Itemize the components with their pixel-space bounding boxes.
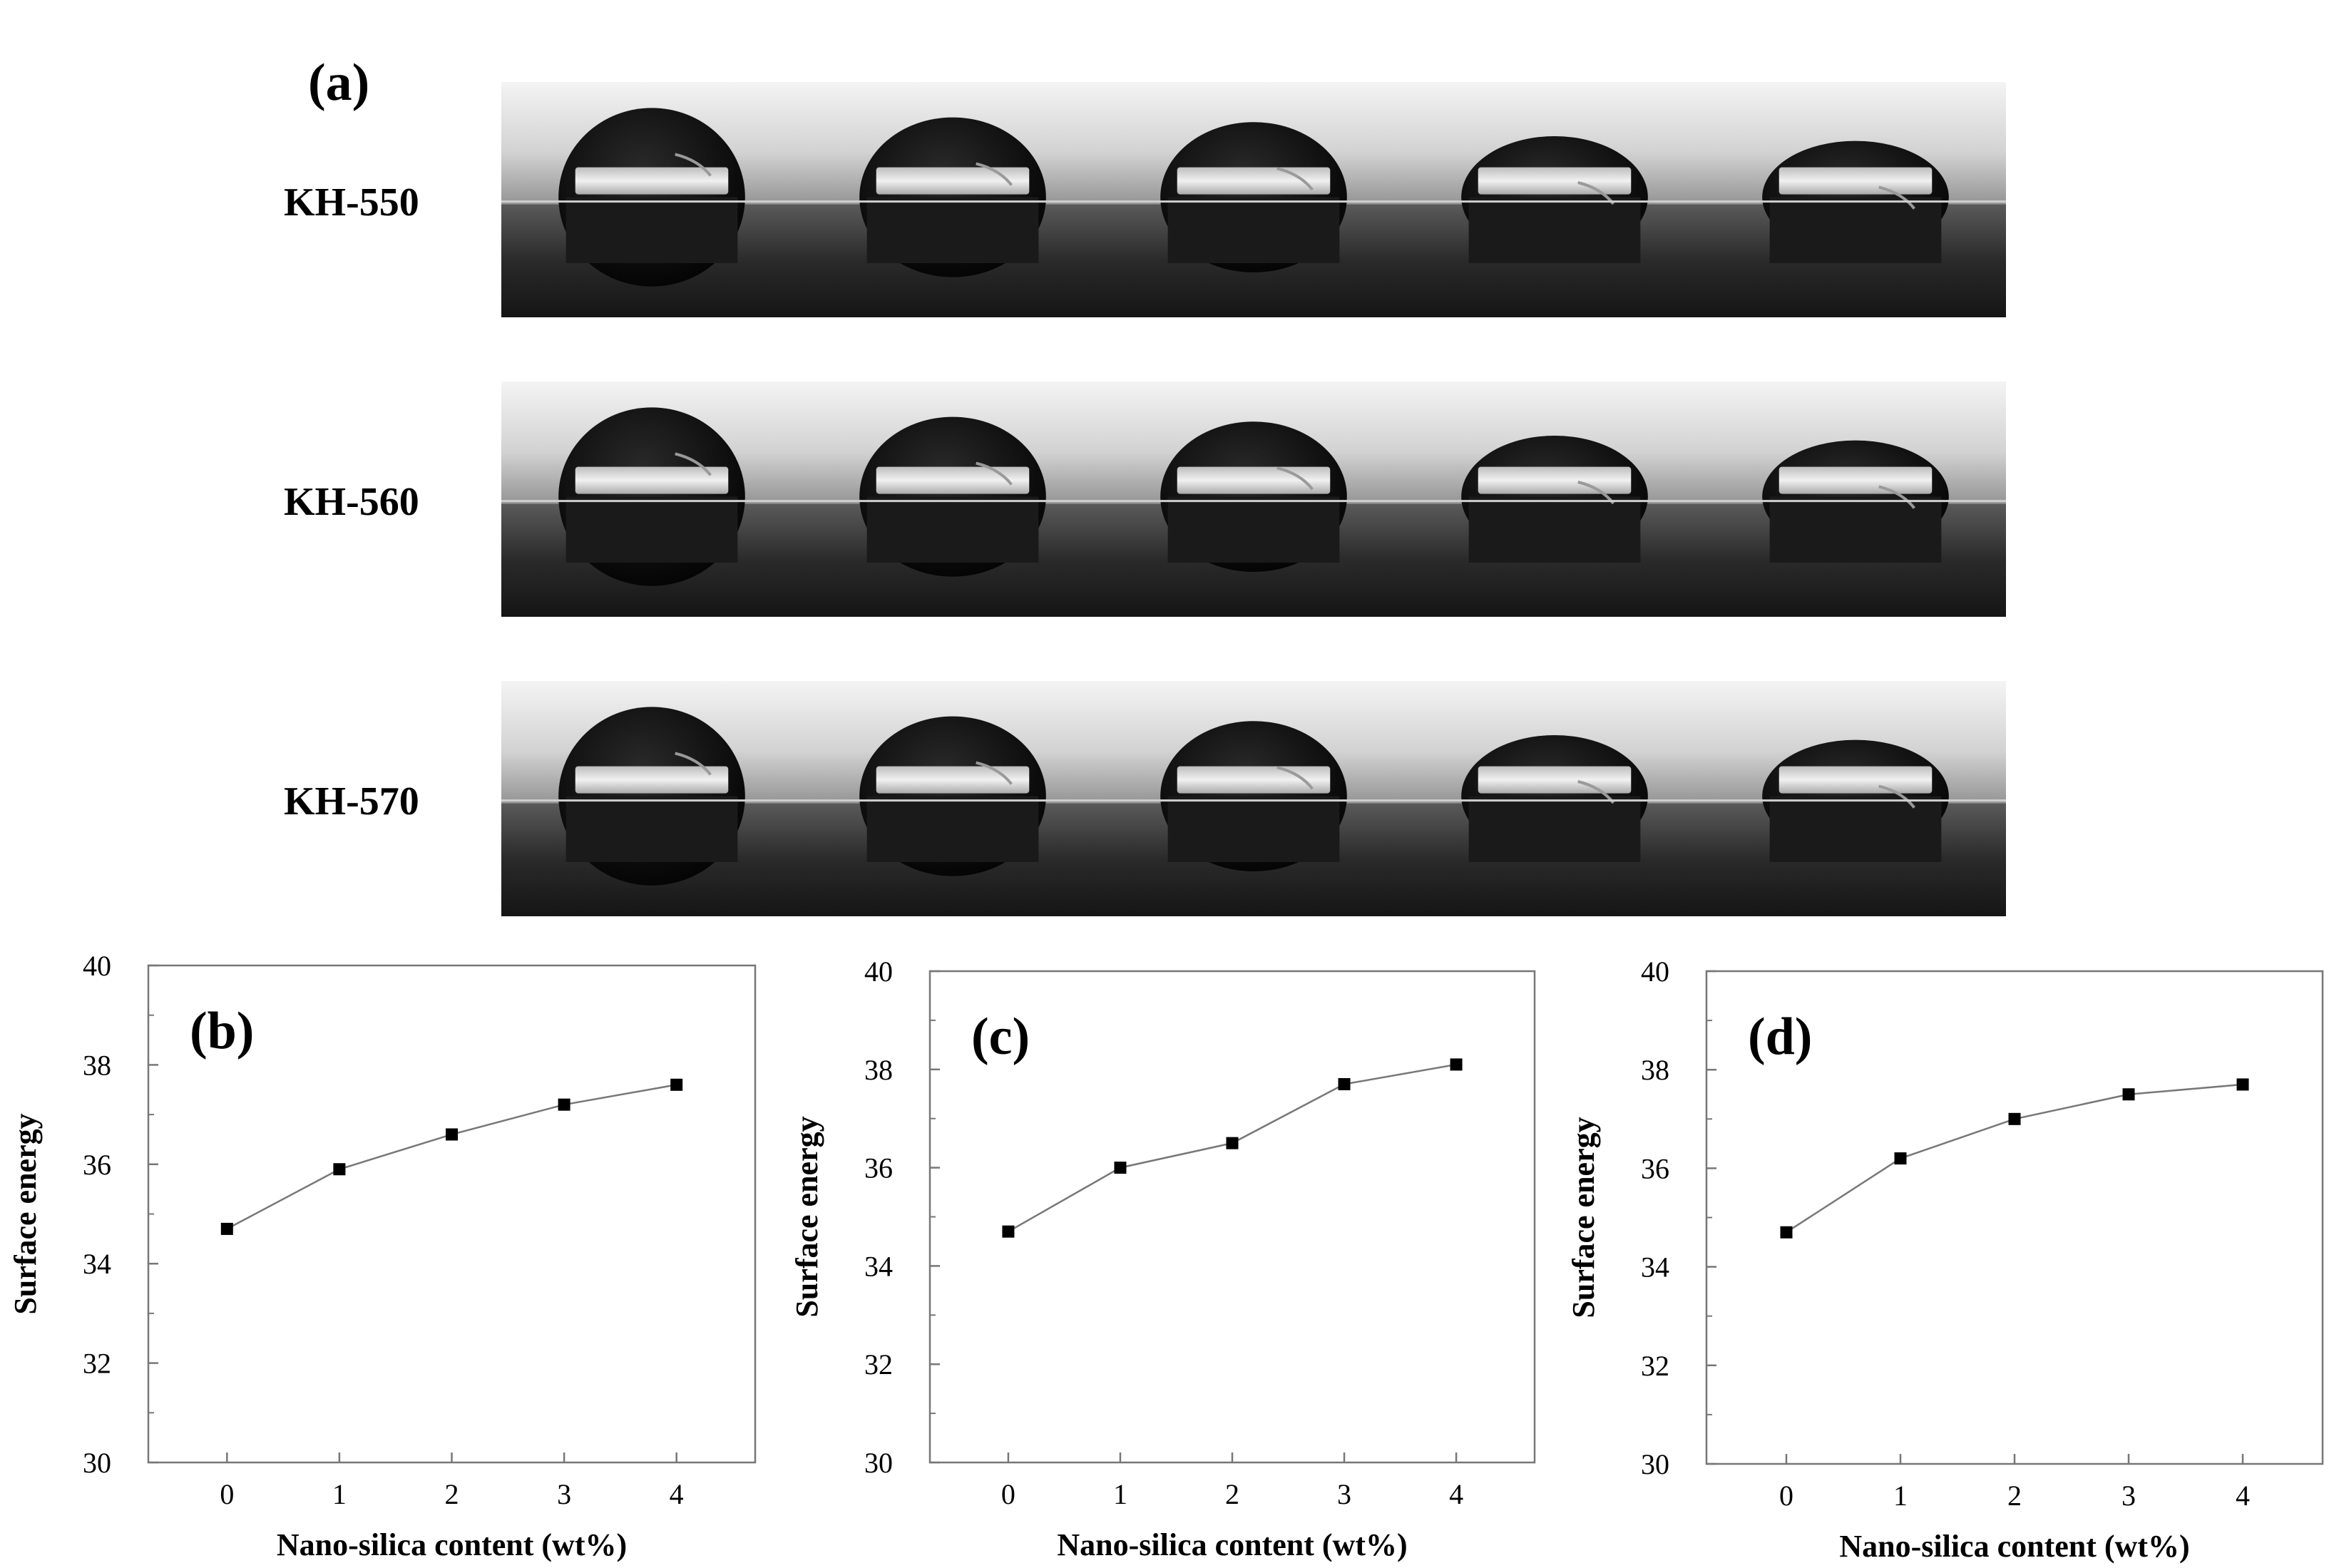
droplet-photo: [1404, 82, 1705, 317]
droplet-photo: [1103, 381, 1404, 617]
y-tick-label: 30: [83, 1447, 111, 1479]
x-tick-label: 2: [445, 1478, 459, 1510]
x-axis-title: Nano-silica content (wt%): [1057, 1527, 1407, 1562]
y-tick-label: 30: [864, 1447, 893, 1479]
droplet-photo: [1103, 82, 1404, 317]
droplet-photo: [1705, 82, 2006, 317]
y-axis-title: Surface energy: [1566, 1117, 1601, 1318]
droplet-photo: [1705, 381, 2006, 617]
data-point: [2122, 1088, 2135, 1101]
data-point: [1780, 1226, 1793, 1239]
y-tick-label: 34: [83, 1248, 111, 1280]
y-tick-label: 36: [83, 1149, 111, 1181]
series-line: [1786, 1083, 2243, 1234]
x-tick-label: 1: [1893, 1480, 1908, 1512]
droplet-photo: [1404, 681, 1705, 916]
x-axis-title: Nano-silica content (wt%): [277, 1527, 627, 1562]
data-point: [558, 1098, 570, 1111]
droplet-photo: [501, 381, 802, 617]
data-point: [220, 1222, 233, 1235]
droplet-photo: [1705, 681, 2006, 916]
x-tick-label: 4: [670, 1478, 684, 1510]
data-point: [1114, 1162, 1127, 1174]
data-point: [1450, 1058, 1463, 1071]
y-tick-label: 38: [83, 1049, 111, 1081]
panel-label-a: (a): [308, 53, 369, 112]
y-tick-label: 34: [1641, 1251, 1669, 1283]
x-tick-label: 4: [2236, 1480, 2250, 1512]
data-point: [1338, 1077, 1351, 1090]
y-tick-label: 32: [1641, 1350, 1669, 1382]
x-tick-label: 2: [1225, 1478, 1239, 1510]
data-point: [2236, 1078, 2249, 1091]
y-tick-label: 40: [83, 950, 111, 982]
y-tick-label: 36: [864, 1152, 893, 1184]
x-tick-label: 3: [2122, 1480, 2136, 1512]
x-tick-label: 1: [1113, 1478, 1127, 1510]
panel-label: (b): [190, 1002, 254, 1060]
droplet-photo: [1103, 681, 1404, 916]
row-label-kh-570: KH-570: [284, 779, 419, 824]
droplet-photo: [1404, 381, 1705, 617]
x-tick-label: 0: [1001, 1478, 1015, 1510]
x-tick-label: 0: [220, 1478, 234, 1510]
x-tick-label: 4: [1449, 1478, 1463, 1510]
droplet-photo: [802, 381, 1103, 617]
data-point: [446, 1128, 458, 1141]
y-tick-label: 40: [864, 955, 893, 988]
droplet-photo: [501, 681, 802, 916]
x-tick-label: 2: [2007, 1480, 2022, 1512]
data-point: [1002, 1225, 1015, 1238]
panel-label: (d): [1748, 1008, 1812, 1066]
x-axis-title: Nano-silica content (wt%): [1839, 1529, 2189, 1564]
data-point: [670, 1078, 683, 1091]
panel-label: (c): [971, 1008, 1030, 1066]
data-point: [1226, 1137, 1239, 1149]
droplet-photo: [802, 82, 1103, 317]
y-tick-label: 34: [864, 1250, 893, 1282]
row-label-kh-550: KH-550: [284, 180, 419, 225]
y-axis-title: Surface energy: [789, 1116, 824, 1317]
y-tick-label: 30: [1641, 1448, 1669, 1480]
y-axis-title: Surface energy: [8, 1113, 43, 1314]
x-tick-label: 3: [557, 1478, 571, 1510]
data-point: [333, 1163, 346, 1176]
x-tick-label: 1: [332, 1478, 347, 1510]
data-point: [1894, 1152, 1907, 1165]
x-tick-label: 3: [1337, 1478, 1351, 1510]
y-tick-label: 40: [1641, 955, 1669, 988]
y-tick-label: 38: [864, 1054, 893, 1086]
y-tick-label: 38: [1641, 1054, 1669, 1086]
y-tick-label: 32: [864, 1348, 893, 1380]
series-line: [226, 1084, 677, 1230]
x-tick-label: 0: [1779, 1480, 1793, 1512]
droplet-photo: [501, 82, 802, 317]
y-tick-label: 32: [83, 1348, 111, 1380]
row-label-kh-560: KH-560: [284, 480, 419, 524]
droplet-photo: [802, 681, 1103, 916]
y-tick-label: 36: [1641, 1152, 1669, 1184]
data-point: [2008, 1112, 2021, 1125]
contact-angle-photo-panel: (a) KH-550 KH-560 KH-570: [284, 53, 2006, 916]
